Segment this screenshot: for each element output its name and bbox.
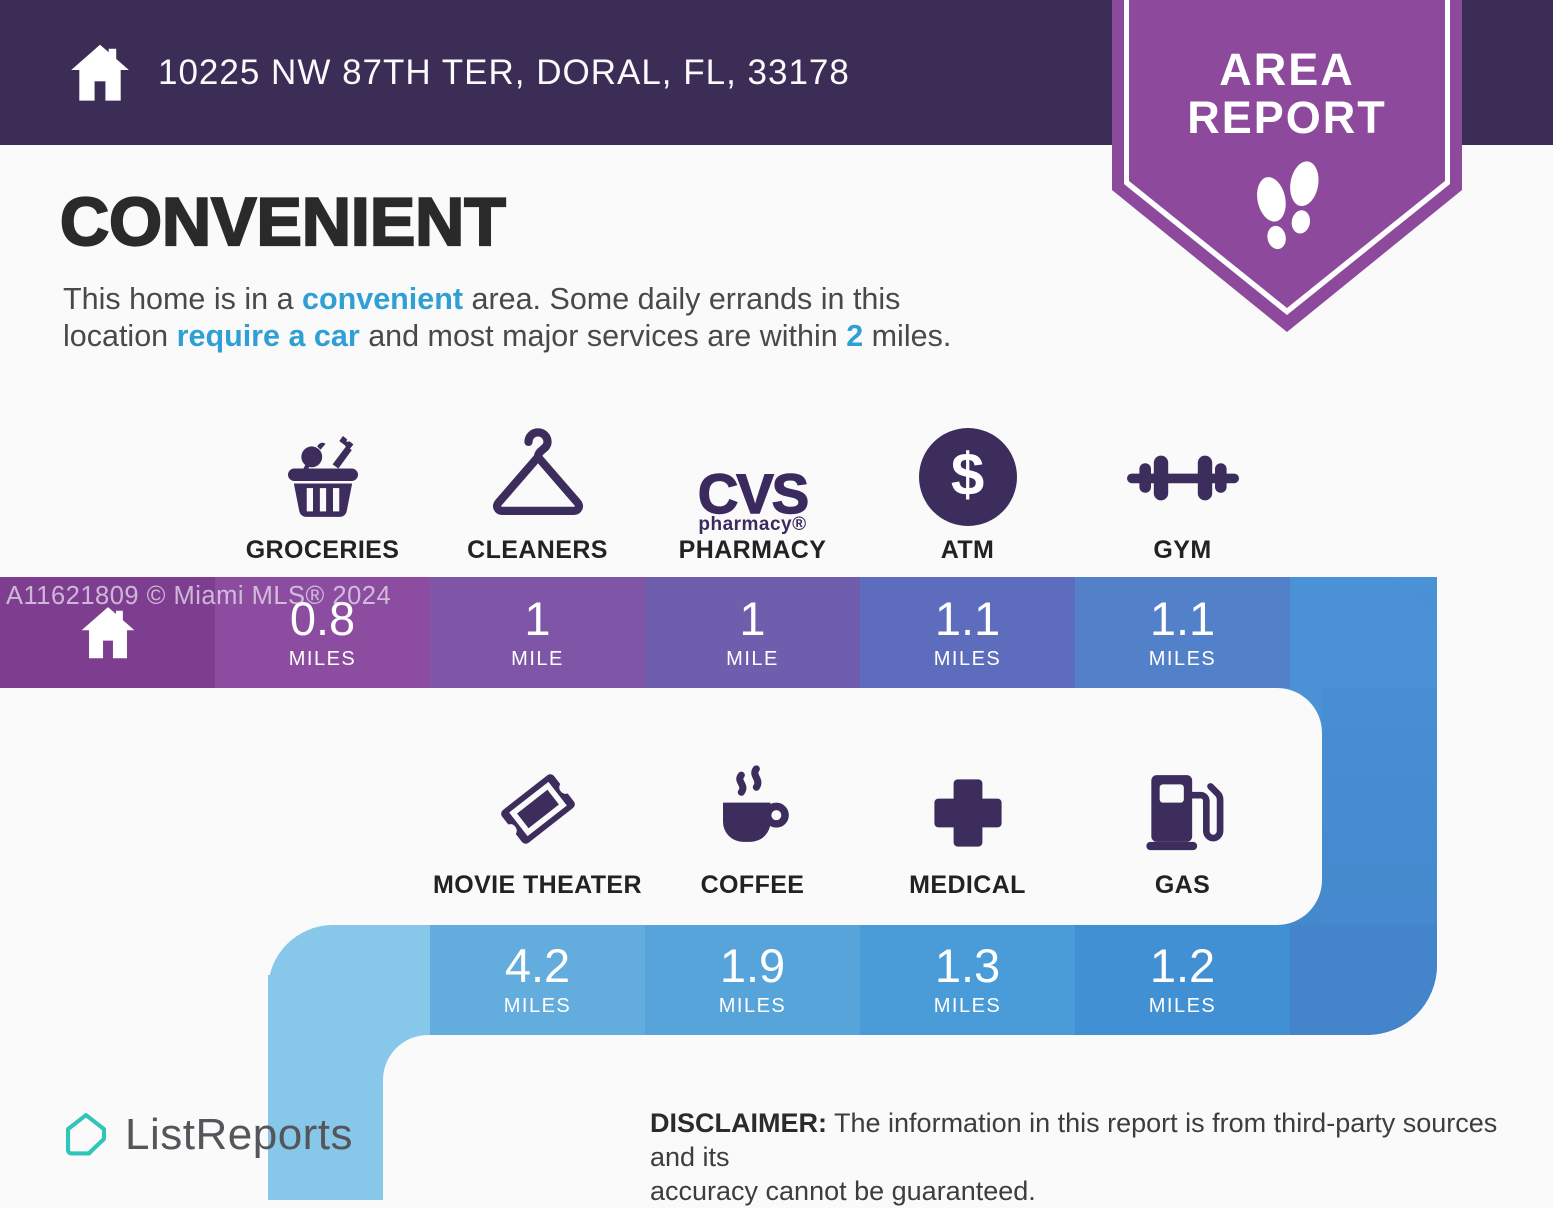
service-label: ATM	[940, 536, 995, 564]
medical-cross-icon	[920, 765, 1016, 861]
dumbbell-icon	[1121, 430, 1245, 526]
distance-unit: MILES	[718, 995, 787, 1017]
page-title: CONVENIENT	[59, 183, 507, 261]
desc-highlight-convenient: convenient	[302, 282, 464, 316]
distance-value: 1.1	[934, 591, 1001, 645]
service-gas: GAS	[1075, 735, 1290, 900]
distance-value: 4.2	[504, 939, 571, 992]
clothes-hanger-icon	[486, 422, 590, 526]
service-label: COFFEE	[700, 871, 805, 899]
service-label: CLEANERS	[467, 536, 608, 564]
distance-segment: 1.2 MILES	[1075, 925, 1290, 1035]
distance-unit: MILES	[503, 995, 572, 1017]
distance-segment: 1.1 MILES	[1075, 577, 1290, 688]
service-groceries: GROCERIES	[215, 410, 430, 565]
footprints-icon	[1257, 161, 1319, 250]
service-pharmacy: CVS pharmacy® PHARMACY	[645, 410, 860, 565]
desc-highlight-miles: 2	[846, 319, 864, 353]
distance-segment: 0.8 MILES	[215, 577, 430, 688]
distance-bar-bottom: 4.2 MILES 1.9 MILES 1.3 MILES 1.2 MILES	[268, 925, 1437, 1035]
services-row-top: GROCERIES CLEANERS CVS pharmacy® PHARMAC…	[215, 410, 1290, 565]
disclaimer-line2: accuracy cannot be guaranteed.	[650, 1176, 1036, 1206]
services-row-bottom: MOVIE THEATER COFFEE MEDICAL	[430, 735, 1290, 900]
dollar-circle-icon: $	[918, 428, 1017, 526]
service-label: MEDICAL	[909, 871, 1026, 899]
service-label: MOVIE THEATER	[433, 871, 642, 899]
distance-value: 1.1	[1149, 591, 1216, 645]
desc-part4: and most major services are within	[359, 319, 847, 353]
service-cleaners: CLEANERS	[430, 410, 645, 565]
service-atm: $ ATM	[860, 410, 1075, 565]
disclaimer-line1: The information in this report is from t…	[650, 1108, 1498, 1172]
service-medical: MEDICAL	[860, 735, 1075, 900]
coffee-cup-icon	[703, 761, 803, 861]
service-gym: GYM	[1075, 410, 1290, 565]
home-icon	[81, 606, 134, 658]
distance-value: 1.3	[934, 939, 1001, 992]
listreports-logo-text: ListReports	[125, 1110, 354, 1159]
inner-corner-fillet	[1277, 688, 1322, 733]
gas-pump-icon	[1133, 761, 1233, 861]
bar-curve-segment	[1290, 925, 1437, 1035]
service-label: GAS	[1154, 871, 1211, 899]
service-label: PHARMACY	[678, 536, 827, 564]
mls-watermark: A11621809 © Miami MLS® 2024	[6, 582, 392, 610]
cvs-logo-text: CVS	[697, 462, 810, 526]
service-movie-theater: MOVIE THEATER	[430, 735, 645, 900]
distance-bar-top: 0.8 MILES 1 MILE 1 MILE 1.1 MILES 1.1 MI…	[0, 577, 1437, 688]
distance-unit: MILE	[511, 647, 564, 670]
distance-unit: MILES	[1148, 995, 1217, 1017]
desc-part5: miles.	[863, 319, 952, 353]
bar-curve-segment	[268, 925, 430, 1035]
distance-segment: 4.2 MILES	[430, 925, 645, 1035]
distance-unit: MILE	[726, 647, 779, 670]
distance-value: 1	[524, 591, 551, 645]
movie-ticket-icon	[486, 757, 590, 861]
distance-unit: MILES	[288, 647, 357, 670]
desc-part3: location	[63, 319, 177, 353]
description-text: This home is in a convenient area. Some …	[63, 281, 1093, 355]
distance-segment: 1 MILE	[645, 577, 860, 688]
badge-title-line1: AREA	[1219, 44, 1355, 95]
distance-value: 1.2	[1149, 939, 1216, 992]
service-label: GROCERIES	[245, 536, 400, 564]
desc-part1: This home is in a	[63, 282, 303, 316]
listreports-logo: ListReports	[60, 1108, 353, 1162]
distance-unit: MILES	[933, 995, 1002, 1017]
distance-unit: MILES	[933, 647, 1002, 670]
property-address: 10225 NW 87TH TER, DORAL, FL, 33178	[158, 52, 850, 92]
service-label: GYM	[1153, 536, 1212, 564]
grocery-basket-icon	[273, 426, 373, 526]
distance-segment: 1.9 MILES	[645, 925, 860, 1035]
inner-corner-fillet	[383, 1035, 428, 1080]
home-icon	[71, 44, 129, 101]
cvs-logo-subtext: pharmacy®	[698, 513, 807, 535]
badge-title-line2: REPORT	[1187, 92, 1387, 143]
bar-curve-segment	[1290, 577, 1437, 688]
desc-highlight-car: require a car	[176, 319, 360, 353]
distance-value: 1	[739, 591, 766, 645]
distance-segment: 1.1 MILES	[860, 577, 1075, 688]
inner-corner-fillet	[1277, 880, 1322, 925]
distance-value: 0.8	[289, 591, 356, 645]
distance-segment: 1 MILE	[430, 577, 645, 688]
cvs-pharmacy-logo: CVS pharmacy®	[697, 462, 810, 535]
area-report-badge: AREA REPORT	[1112, 0, 1462, 332]
distance-unit: MILES	[1148, 647, 1217, 670]
distance-segment: 1.3 MILES	[860, 925, 1075, 1035]
listreports-house-icon	[65, 1113, 107, 1156]
disclaimer-text: DISCLAIMER: The information in this repo…	[650, 1106, 1510, 1208]
desc-part2: area. Some daily errands in this	[463, 282, 901, 316]
bar-home-segment	[0, 577, 215, 688]
distance-value: 1.9	[719, 939, 786, 992]
service-coffee: COFFEE	[645, 735, 860, 900]
disclaimer-label: DISCLAIMER:	[650, 1108, 827, 1138]
